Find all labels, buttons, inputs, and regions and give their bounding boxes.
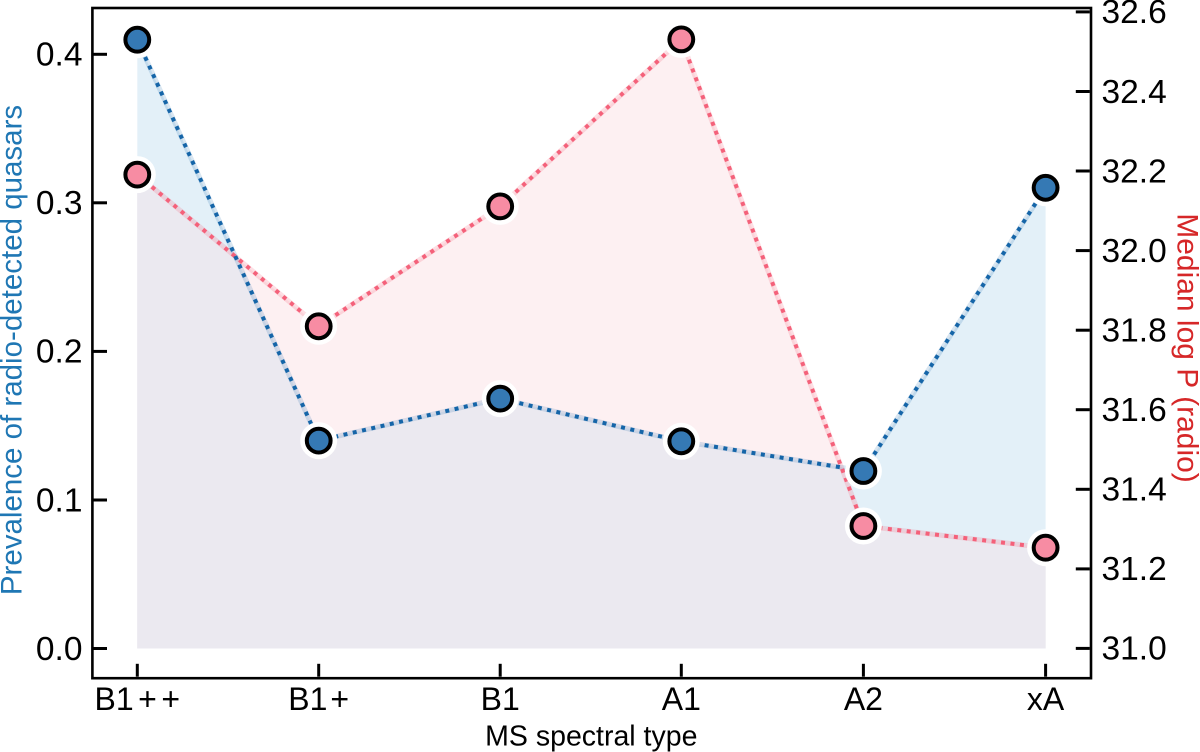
svg-text:31.2: 31.2: [1102, 551, 1167, 588]
svg-text:32.0: 32.0: [1102, 233, 1167, 270]
svg-text:Prevalence of radio-detected q: Prevalence of radio-detected quasars: [0, 105, 29, 595]
svg-text:32.4: 32.4: [1102, 74, 1167, 111]
svg-text:31.0: 31.0: [1102, 631, 1167, 668]
svg-text:0.2: 0.2: [36, 334, 83, 371]
svg-text:0.3: 0.3: [36, 185, 83, 222]
svg-text:MS spectral type: MS spectral type: [485, 721, 697, 752]
svg-text:B1++: B1++: [94, 681, 184, 717]
svg-text:B1+: B1+: [288, 681, 352, 717]
svg-text:31.4: 31.4: [1102, 472, 1167, 509]
svg-text:B1: B1: [481, 681, 520, 717]
svg-text:A2: A2: [844, 681, 883, 717]
svg-text:Median log P (radio): Median log P (radio): [1171, 213, 1200, 483]
svg-text:32.2: 32.2: [1102, 153, 1167, 190]
svg-text:32.6: 32.6: [1102, 0, 1167, 31]
svg-text:31.6: 31.6: [1102, 392, 1167, 429]
svg-text:0.1: 0.1: [36, 482, 83, 519]
svg-text:0.4: 0.4: [36, 37, 83, 74]
svg-text:0.0: 0.0: [36, 631, 83, 668]
svg-text:A1: A1: [662, 681, 701, 717]
svg-text:31.8: 31.8: [1102, 313, 1167, 350]
svg-text:xA: xA: [1027, 681, 1065, 717]
